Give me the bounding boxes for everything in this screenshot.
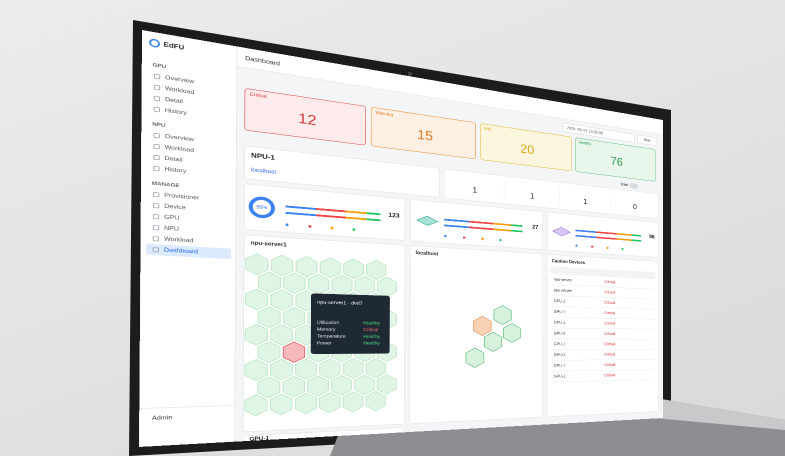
summary-value: 27 (532, 223, 538, 230)
footer-panel-title: GPU-1 (249, 436, 269, 442)
nav-item[interactable]: Workload (165, 145, 195, 154)
nav-item[interactable]: History (165, 108, 187, 116)
device-host: localhost (251, 168, 276, 176)
tooltip-key: Temperature (317, 335, 346, 340)
count-value: 0 (633, 202, 637, 211)
cell-device: npu-server (554, 289, 572, 293)
nav-item[interactable]: Detail (165, 156, 184, 163)
tooltip-status: Critical (363, 328, 378, 332)
nav-item[interactable]: Overview (165, 134, 194, 143)
nav-item[interactable]: Dashboard (164, 248, 198, 255)
status-value: 15 (417, 127, 433, 144)
nav-active[interactable] (145, 243, 231, 260)
tooltip-status: Healthy (363, 342, 380, 346)
datetime: 2025. 08. 07 14:02:08 (567, 126, 603, 135)
cell-status: Critical (604, 312, 615, 316)
cell-device: GPU-1 (554, 375, 566, 379)
nav-item[interactable]: NPU (164, 226, 179, 233)
panel-title: localhost (416, 251, 439, 257)
nav-item[interactable]: Workload (165, 86, 195, 96)
device-name: NPU-1 (251, 151, 275, 161)
status-value: 12 (298, 110, 317, 128)
status-label: Critical (250, 92, 267, 99)
topbar (237, 46, 663, 134)
section-title: MANAGE (152, 181, 180, 188)
summary-card (244, 184, 405, 241)
cell-device: GPU-3 (554, 332, 566, 336)
nav-item[interactable]: GPU (164, 215, 179, 222)
tooltip-key: Memory (317, 328, 336, 333)
count-value: 1 (530, 191, 535, 200)
status-card (245, 88, 366, 145)
cell-status: Critical (604, 363, 615, 367)
count-value: 1 (472, 185, 477, 195)
panel (243, 235, 405, 432)
tooltip-status: Healthy (363, 321, 380, 325)
nav-item[interactable]: Workload (164, 237, 194, 244)
user: Admin (152, 415, 173, 421)
status-label: Info (484, 127, 491, 132)
status-label: Warning (375, 111, 393, 118)
camera (408, 72, 412, 76)
summary-value: 123 (388, 211, 400, 219)
panel-title: npu-server1 (250, 241, 286, 248)
cell-device: GPU-1 (554, 300, 566, 304)
status-value: 20 (520, 141, 534, 156)
caution-title: Caution Devices (552, 259, 586, 265)
status-card (371, 107, 475, 159)
tooltip-status: Healthy (363, 335, 380, 339)
count-value: 1 (583, 197, 587, 206)
screen: EdFU Dashboard GPU Overview Workload Detail Hi… (139, 30, 663, 447)
now-button-label[interactable]: Now (644, 138, 651, 143)
status-value: 76 (611, 154, 623, 168)
cell-status: Critical (604, 332, 615, 336)
cell-status: Critical (605, 280, 616, 284)
cell-device: npu-server (554, 278, 572, 283)
tooltip (310, 293, 390, 354)
cell-status: Critical (604, 322, 615, 326)
nav-item[interactable]: Provisioner (164, 193, 200, 202)
dashboard: EdFUDashboardGPUOverviewWorkloadDetailHi… (139, 30, 663, 447)
cell-device: GPU-1 (554, 321, 566, 325)
panel (410, 246, 543, 424)
cell-status: Critical (604, 291, 615, 295)
cell-device: GPU-1 (554, 310, 566, 314)
tooltip-title: npu-server1 - dvd7 (317, 300, 363, 306)
donut-label: 95% (256, 205, 268, 210)
tooltip-key: Power (317, 341, 332, 345)
toggle-label: Total (621, 183, 628, 187)
nav-item[interactable]: Detail (165, 97, 184, 105)
cell-device: GPU-1 (554, 343, 566, 347)
cell-status: Critical (604, 301, 615, 305)
cell-status: Critical (604, 353, 615, 357)
cell-status: Critical (604, 374, 615, 378)
summary-value: 86 (649, 233, 654, 239)
nav-item[interactable]: History (164, 167, 186, 175)
logo: EdFU (164, 41, 185, 52)
nav-item[interactable]: Device (164, 204, 186, 211)
sidebar (139, 30, 237, 447)
cell-device: GPU-1 (554, 353, 566, 357)
summary-card (410, 199, 543, 249)
section-title: NPU (152, 122, 165, 128)
cell-device: GPU-1 (554, 364, 566, 368)
nav-item[interactable]: Overview (165, 75, 194, 85)
section-title: GPU (153, 63, 167, 70)
tooltip-key: Utilization (317, 321, 339, 326)
status-label: Healthy (579, 141, 591, 146)
cell-status: Critical (604, 343, 615, 347)
